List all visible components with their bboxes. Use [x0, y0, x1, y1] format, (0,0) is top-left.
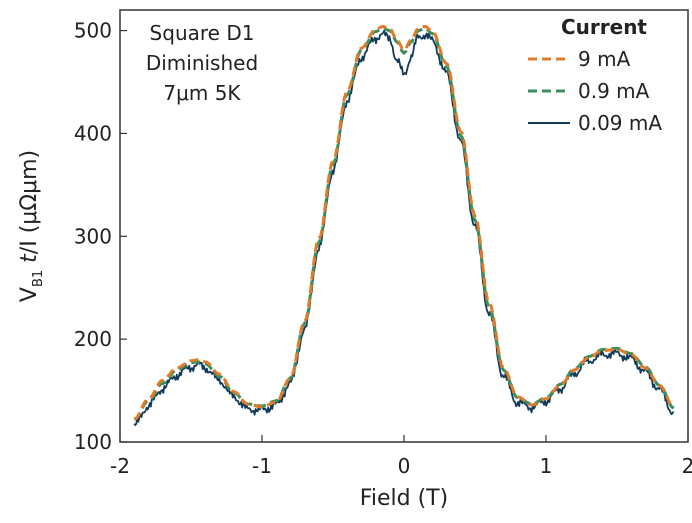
y-axis: 100 200 300 400 500 [74, 19, 127, 454]
y-tick-label: 400 [74, 121, 112, 145]
x-tick-label: 2 [682, 454, 692, 478]
legend-items: 9 mA 0.9 mA 0.09 mA [528, 47, 662, 135]
series-line-0-9-mA [133, 27, 675, 421]
x-tick-label: 0 [398, 454, 411, 478]
series-line-9-mA [133, 25, 675, 421]
annotation-line-2: Diminished [146, 51, 258, 75]
y-tick-label: 200 [74, 327, 112, 351]
y-tick-label: 100 [74, 430, 112, 454]
annotation-line-1: Square D1 [150, 21, 255, 45]
x-tick-label: -2 [110, 454, 130, 478]
y-axis-title: VB1 t/I (μΩμm) [17, 150, 46, 302]
legend-label: 0.9 mA [578, 79, 650, 103]
legend-label: 0.09 mA [578, 111, 662, 135]
annotation-line-3: 7μm 5K [163, 81, 241, 105]
x-axis: -2 -1 0 1 2 [110, 435, 692, 478]
annotation: Square D1 Diminished 7μm 5K [146, 21, 258, 105]
y-axis-title-main: V [17, 287, 42, 302]
legend-title: Current [561, 15, 647, 39]
y-axis-title-rest: /I (μΩμm) [17, 150, 42, 254]
y-tick-label: 300 [74, 224, 112, 248]
y-axis-title-subscript: B1 [31, 270, 46, 287]
legend: Current 9 mA 0.9 mA 0.09 mA [528, 15, 662, 135]
x-tick-label: 1 [540, 454, 553, 478]
y-tick-label: 500 [74, 19, 112, 43]
legend-label: 9 mA [578, 47, 631, 71]
y-axis-title-italic: t [17, 253, 42, 263]
x-axis-title: Field (T) [360, 486, 448, 511]
series-layer [133, 25, 675, 426]
x-tick-label: -1 [252, 454, 272, 478]
